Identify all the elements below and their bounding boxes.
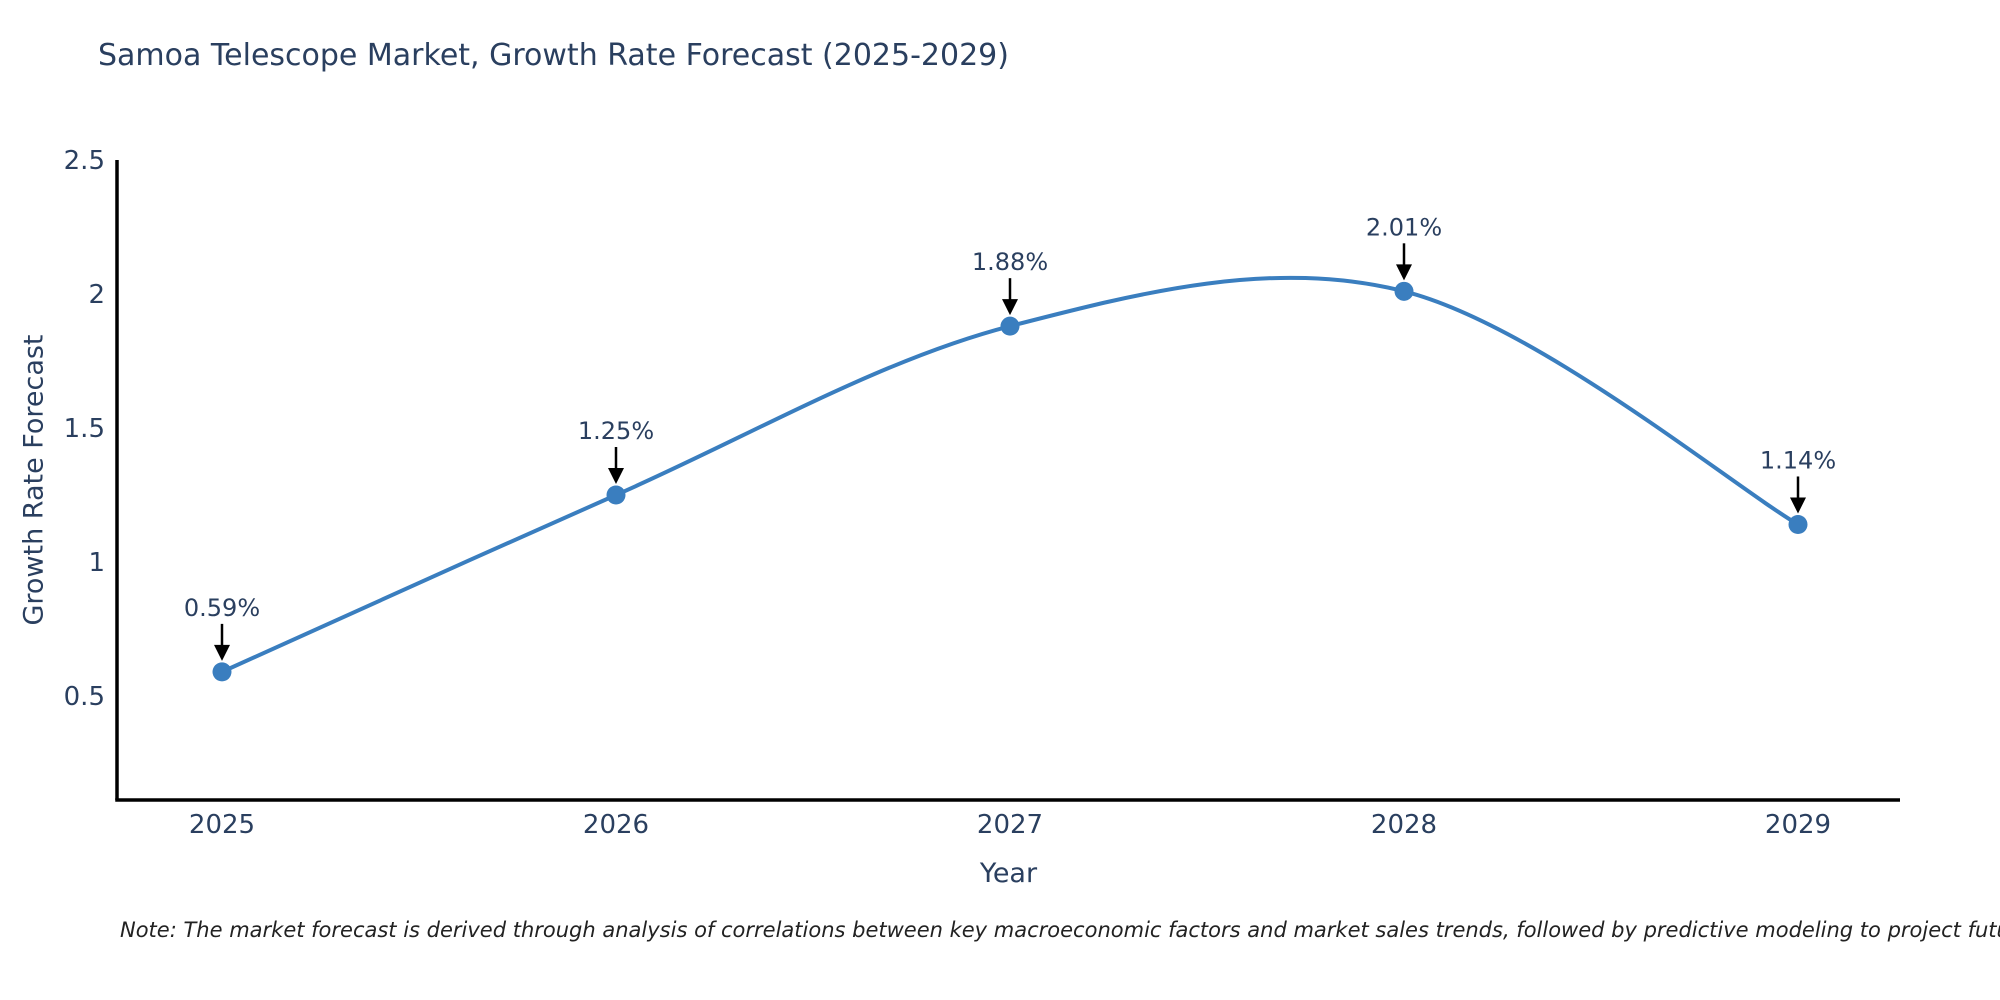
- data-point-label: 0.59%: [184, 594, 260, 622]
- x-tick-label: 2028: [1371, 810, 1437, 840]
- x-tick-label: 2026: [583, 810, 649, 840]
- y-tick-label: 1: [88, 548, 105, 578]
- data-point-marker: [1000, 316, 1020, 336]
- y-tick-label: 0.5: [64, 682, 105, 712]
- data-point-label: 1.14%: [1760, 446, 1836, 474]
- y-tick-label: 1.5: [64, 414, 105, 444]
- annotation-arrow-head: [608, 468, 624, 484]
- annotation-arrow-head: [1790, 497, 1806, 514]
- series-line: [221, 275, 1800, 674]
- footnote: Note: The market forecast is derived thr…: [120, 918, 2000, 942]
- data-point-label: 1.25%: [578, 417, 654, 445]
- data-point-marker: [1788, 514, 1808, 534]
- data-point-marker: [606, 485, 626, 505]
- y-axis-title: Growth Rate Forecast: [18, 334, 50, 626]
- annotation-arrow-head: [1002, 299, 1018, 316]
- x-axis-title: Year: [979, 858, 1038, 889]
- data-point-marker: [212, 662, 232, 682]
- data-point-marker: [1394, 281, 1414, 301]
- annotation-arrow-head: [1396, 264, 1412, 281]
- chart-title: Samoa Telescope Market, Growth Rate Fore…: [98, 38, 1009, 73]
- y-tick-label: 2: [88, 280, 105, 310]
- x-tick-label: 2025: [189, 810, 255, 840]
- data-point-label: 1.88%: [972, 248, 1048, 276]
- data-point-label: 2.01%: [1366, 213, 1442, 241]
- annotation-arrow-head: [214, 644, 230, 661]
- x-tick-label: 2027: [977, 810, 1043, 840]
- y-tick-label: 2.5: [64, 146, 105, 176]
- x-tick-label: 2029: [1765, 810, 1831, 840]
